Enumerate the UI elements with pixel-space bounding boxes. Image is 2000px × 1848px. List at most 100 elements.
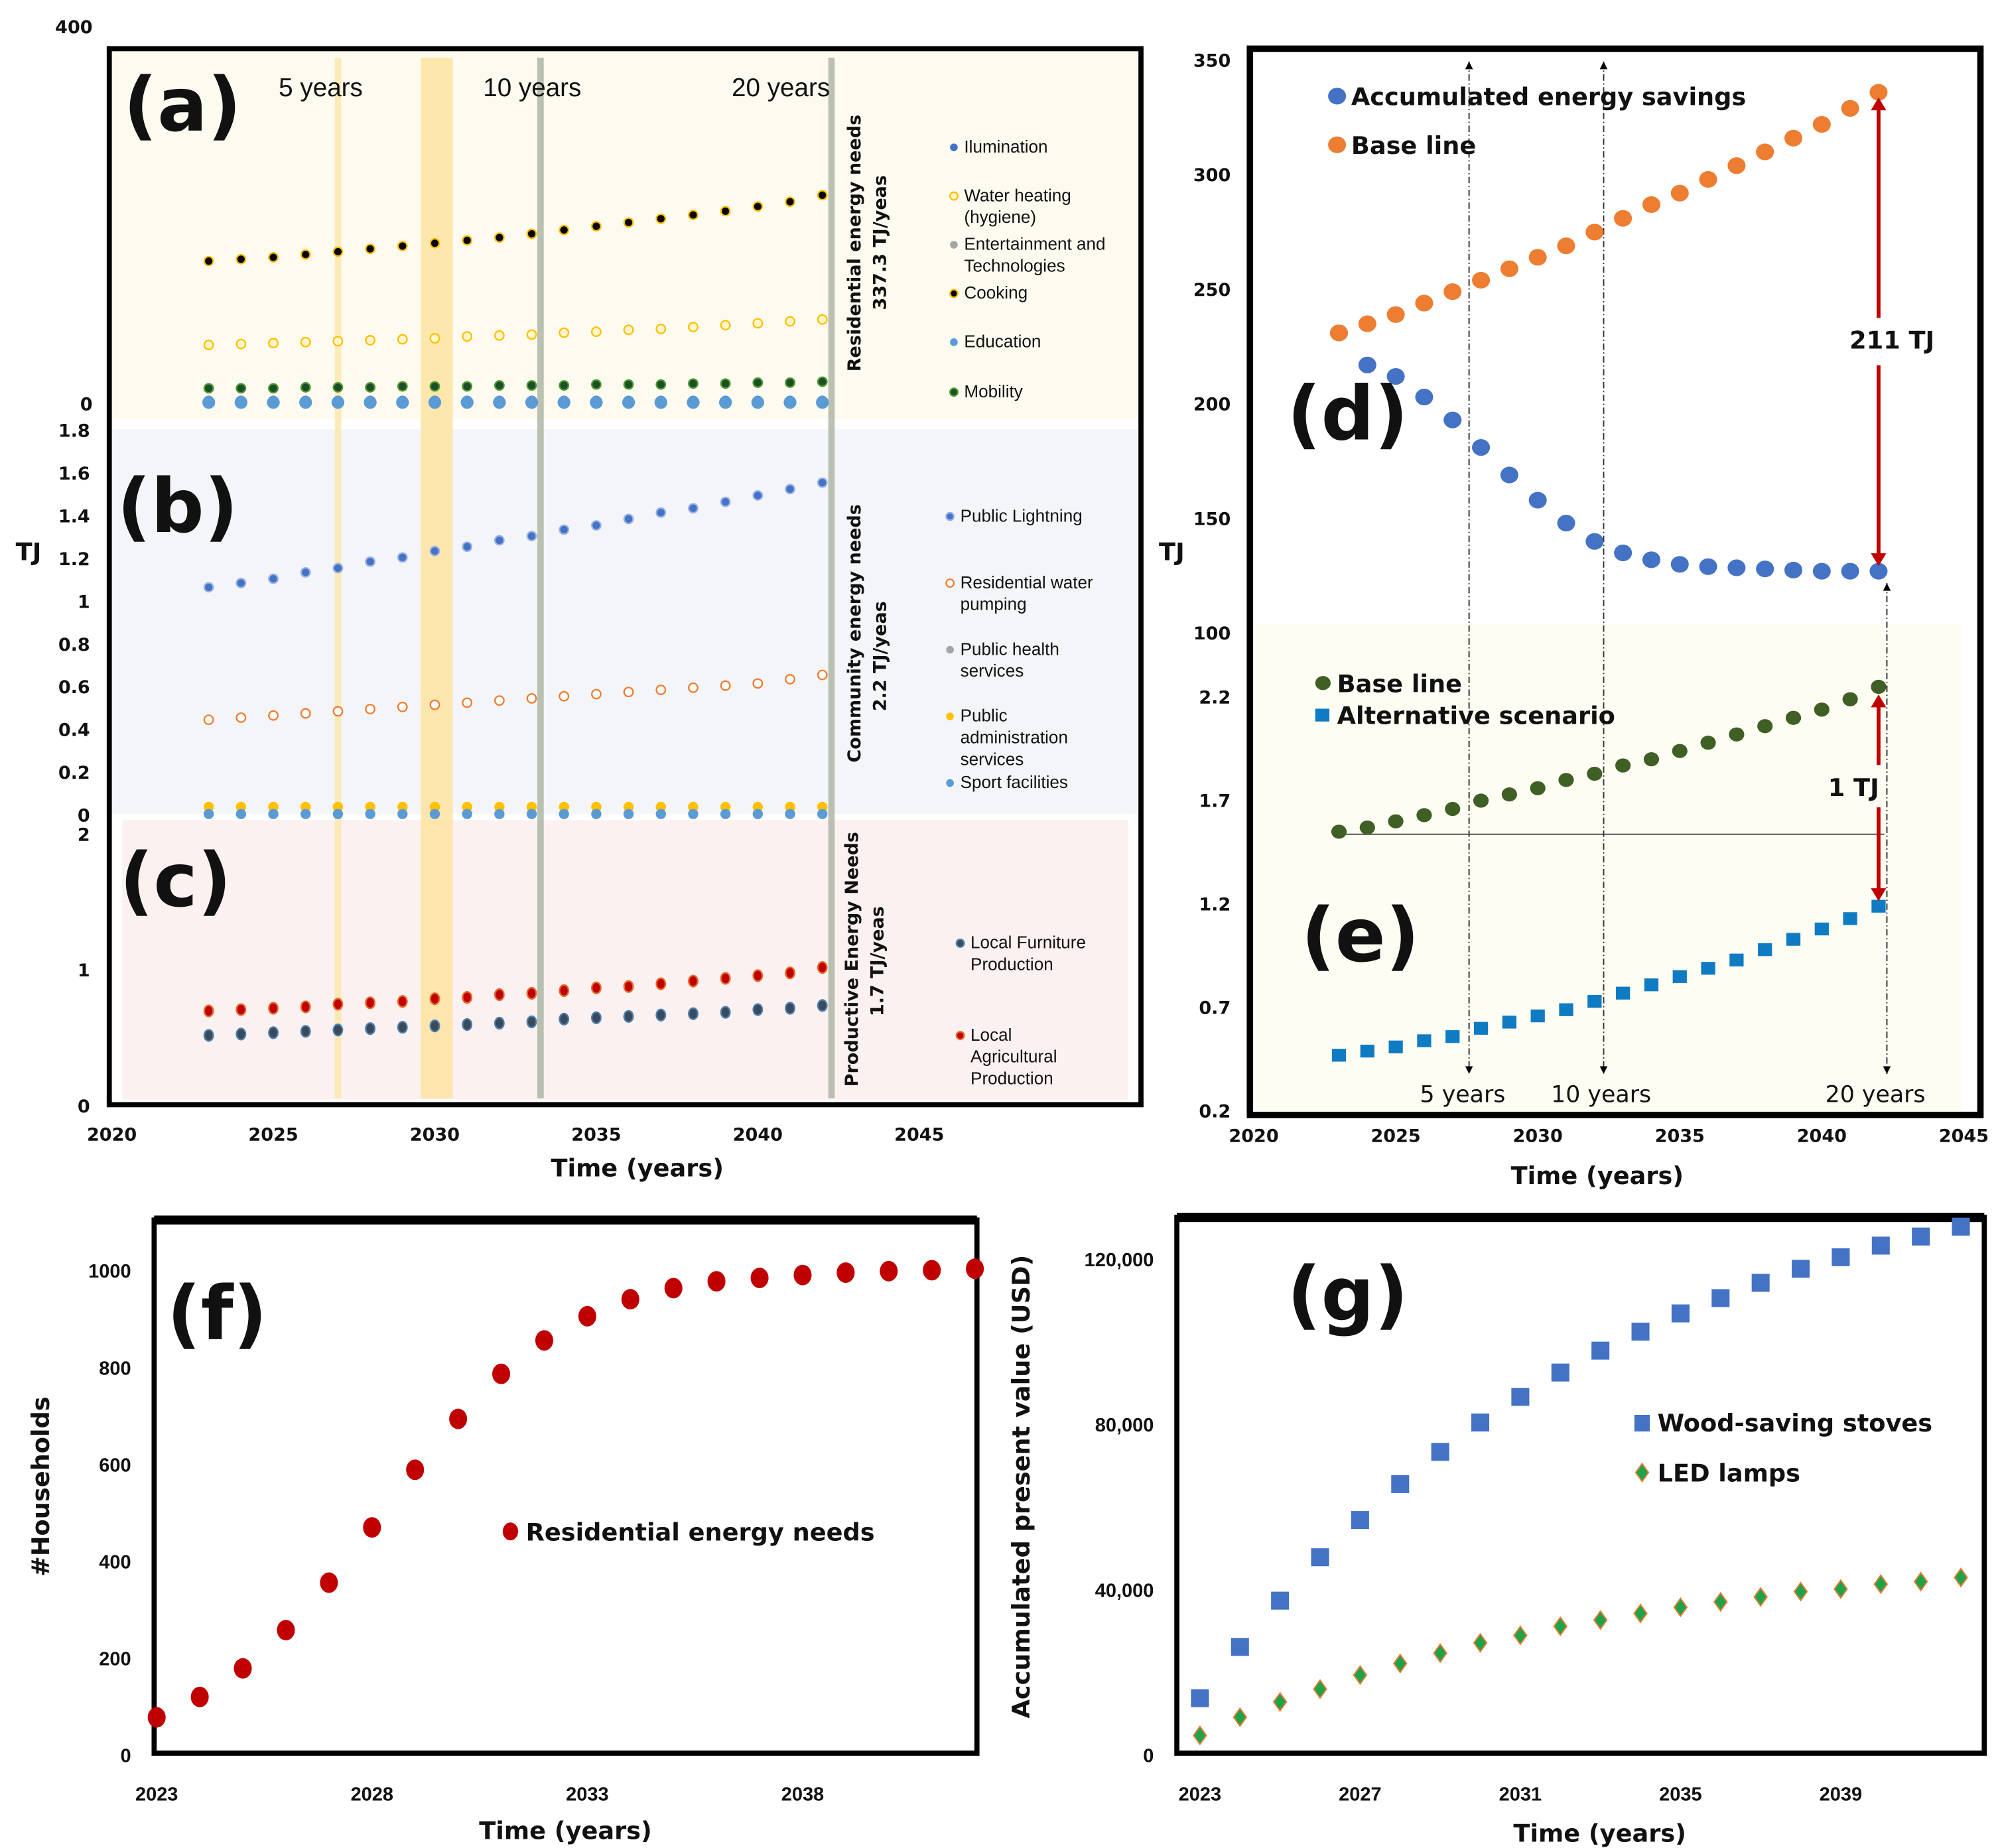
side-label-a-title: Residential energy needs xyxy=(844,115,865,372)
point-accumulated-energy-savings xyxy=(1614,544,1633,562)
panel-de-frame xyxy=(1246,45,1984,1118)
point-accumulated-energy-savings xyxy=(1699,558,1717,575)
point-water-heating-hygiene- xyxy=(526,329,537,340)
panel-label-c: (c) xyxy=(119,838,232,924)
point-base-line-e xyxy=(1530,781,1546,795)
point-local-agricultural-production xyxy=(720,972,731,985)
point-sport-facilities xyxy=(785,809,795,819)
point-mobility xyxy=(559,380,570,391)
point-local-furniture-production xyxy=(559,1012,570,1026)
point-water-heating-hygiene- xyxy=(332,336,344,347)
point-wood-saving-stoves xyxy=(1271,1591,1290,1610)
legend-label-line: Agricultural xyxy=(970,1047,1057,1067)
point-cooking xyxy=(429,237,440,249)
milestone-line-10-years xyxy=(537,57,544,1098)
point-local-agricultural-production xyxy=(429,992,440,1006)
point-education xyxy=(751,396,765,409)
legend-item: Local Furniture Production xyxy=(955,933,1086,974)
legend-marker-e xyxy=(1315,708,1330,722)
x-tick-label-de: 2025 xyxy=(1370,1126,1420,1146)
y-tick-label-f: 800 xyxy=(99,1358,131,1379)
y-tick-label-b: 0.4 xyxy=(58,720,90,741)
x-tick-label-de: 2035 xyxy=(1655,1126,1705,1146)
point-accumulated-energy-savings xyxy=(1756,561,1774,578)
point-public-lightning xyxy=(623,513,634,525)
point-wood-saving-stoves xyxy=(1792,1260,1810,1278)
point-accumulated-energy-savings xyxy=(1415,389,1433,406)
legend-marker xyxy=(950,241,958,249)
legend-label-line: services xyxy=(961,661,1024,681)
point-residential-water-pumping xyxy=(590,689,602,700)
point-education xyxy=(783,396,797,409)
point-public-lightning xyxy=(397,552,408,563)
legend-label-d: Base line xyxy=(1351,131,1476,160)
point-alternative-scenario xyxy=(1758,943,1772,957)
point-alternative-scenario xyxy=(1587,995,1602,1008)
arrowhead-up-icon xyxy=(1883,583,1891,591)
point-residential-water-pumping xyxy=(235,712,247,723)
point-wood-saving-stoves xyxy=(1311,1548,1329,1567)
point-mobility xyxy=(655,379,667,390)
legend-item: Sport facilities xyxy=(946,772,1068,792)
point-sport-facilities xyxy=(591,809,602,819)
point-public-administration-services xyxy=(300,801,311,813)
point-education xyxy=(396,396,409,409)
point-public-lightning xyxy=(752,490,764,501)
point-residential-energy-needs xyxy=(966,1258,984,1280)
point-led-lamps xyxy=(1833,1579,1848,1599)
y-tick-label-e: 2.2 xyxy=(1199,688,1231,708)
point-led-lamps xyxy=(1233,1707,1248,1728)
point-mobility xyxy=(235,383,247,394)
y-tick-label-c: 1 xyxy=(78,960,90,981)
point-local-agricultural-production xyxy=(817,960,828,974)
point-sport-facilities xyxy=(752,809,764,819)
point-led-lamps xyxy=(1713,1591,1728,1613)
point-water-heating-hygiene- xyxy=(235,338,247,350)
point-base-line-d xyxy=(1500,260,1518,277)
legend-item: Water heating (hygiene) xyxy=(949,185,1071,227)
point-mobility xyxy=(203,383,214,394)
arrow-211tj-head-down-icon xyxy=(1871,553,1887,566)
point-alternative-scenario xyxy=(1559,1003,1573,1016)
point-local-furniture-production xyxy=(429,1020,440,1033)
point-cooking xyxy=(720,206,731,217)
annotation-1tj: 1 TJ xyxy=(1828,773,1879,802)
point-base-line-d xyxy=(1443,283,1462,300)
point-alternative-scenario xyxy=(1530,1009,1545,1023)
x-tick-label-de: 2020 xyxy=(1229,1126,1278,1146)
point-public-lightning xyxy=(268,573,279,584)
legend-label: Mobility xyxy=(964,381,1022,401)
point-local-agricultural-production xyxy=(397,995,408,1008)
x-tick-label-de: 2045 xyxy=(1939,1126,1989,1146)
point-local-furniture-production xyxy=(817,999,828,1012)
point-alternative-scenario xyxy=(1786,933,1801,946)
point-mobility xyxy=(429,381,440,392)
point-residential-water-pumping xyxy=(365,704,376,714)
y-tick-label-d: 350 xyxy=(1193,50,1231,71)
point-public-lightning xyxy=(462,541,473,553)
point-sport-facilities xyxy=(559,809,569,819)
side-label-c-value: 1.7 TJ/yeas xyxy=(868,906,888,1016)
point-public-administration-services xyxy=(365,801,375,813)
point-public-administration-services xyxy=(623,801,634,813)
panel-label-b: (b) xyxy=(117,464,238,550)
point-accumulated-energy-savings xyxy=(1472,439,1491,456)
y-tick-label-f: 1000 xyxy=(88,1261,131,1282)
point-residential-energy-needs xyxy=(621,1289,639,1310)
point-base-line-e xyxy=(1445,801,1461,817)
x-tick-label-abc: 2040 xyxy=(733,1125,783,1146)
point-education xyxy=(364,396,377,409)
point-accumulated-energy-savings xyxy=(1812,562,1831,580)
point-accumulated-energy-savings xyxy=(1784,561,1803,578)
x-tick-label-de: 2030 xyxy=(1513,1126,1563,1146)
point-education xyxy=(299,396,312,409)
milestone-line-20-years xyxy=(828,57,835,1098)
point-base-line-d xyxy=(1784,129,1803,147)
point-residential-energy-needs xyxy=(190,1686,209,1707)
legend-marker xyxy=(950,143,958,151)
side-label-c-title: Productive Energy Needs xyxy=(842,832,862,1087)
point-base-line-d xyxy=(1841,99,1859,117)
y-tick-label-b: 1.6 xyxy=(58,464,90,484)
panel-abc: 5 years 10 years 20 years (a) (b) (c) Re… xyxy=(16,17,1144,1183)
point-local-furniture-production xyxy=(623,1010,634,1023)
